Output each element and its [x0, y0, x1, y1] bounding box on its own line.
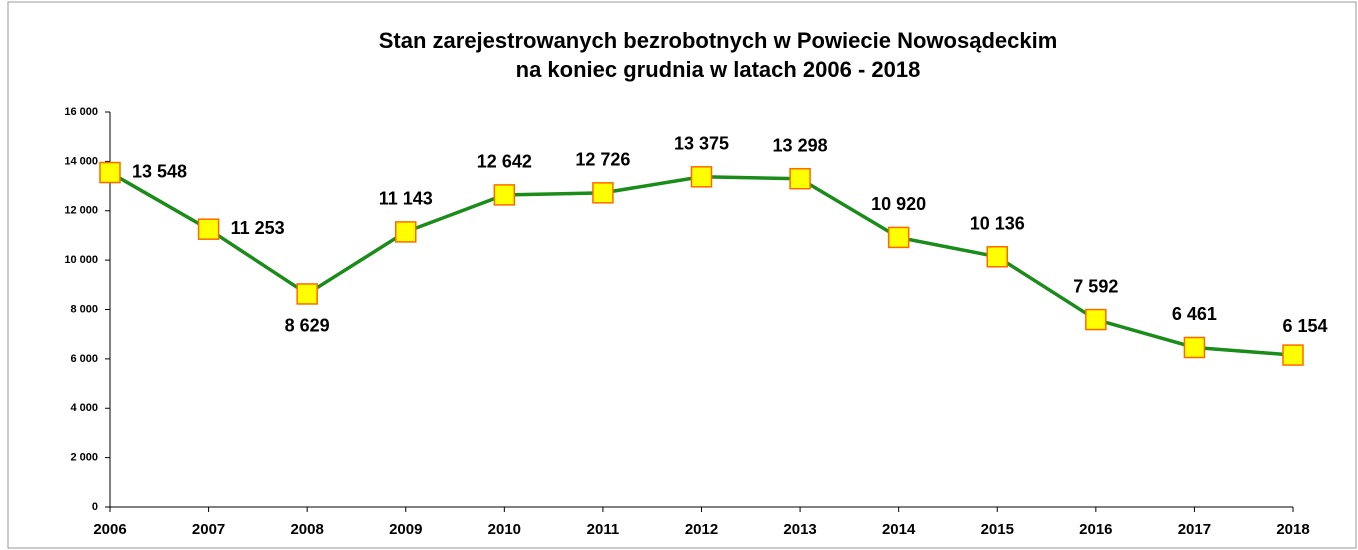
chart-title: Stan zarejestrowanych bezrobotnych w Pow…: [379, 28, 1058, 53]
value-label: 11 253: [231, 218, 285, 238]
value-label: 11 143: [379, 189, 433, 209]
marker: [1085, 308, 1107, 331]
x-tick-label: 2014: [882, 521, 916, 538]
marker: [1282, 344, 1304, 366]
value-label: 7 592: [1073, 276, 1118, 296]
x-tick-label: 2017: [1178, 521, 1211, 538]
marker: [493, 184, 516, 206]
y-tick-label: 14 000: [64, 155, 98, 167]
x-tick-label: 2008: [290, 521, 323, 538]
value-label: 10 920: [871, 194, 926, 214]
x-tick-label: 2013: [783, 521, 816, 538]
y-tick-label: 4 000: [70, 402, 98, 414]
value-label: 6 154: [1282, 316, 1327, 336]
value-label: 13 375: [674, 134, 729, 154]
value-label: 13 298: [773, 135, 828, 155]
x-tick-label: 2010: [488, 521, 521, 538]
marker: [986, 246, 1008, 268]
marker: [1183, 336, 1206, 359]
value-label: 12 726: [575, 150, 630, 170]
y-tick-label: 12 000: [64, 205, 98, 217]
marker: [99, 161, 121, 184]
y-tick-label: 8 000: [70, 303, 98, 315]
marker: [690, 166, 713, 188]
x-tick-label: 2016: [1079, 521, 1112, 538]
marker: [296, 283, 318, 305]
value-label: 13 548: [132, 161, 187, 181]
value-label: 10 136: [970, 214, 1025, 234]
chart-title: na koniec grudnia w latach 2006 - 2018: [516, 57, 921, 82]
x-tick-label: 2018: [1276, 521, 1309, 538]
y-tick-label: 6 000: [70, 353, 98, 365]
x-tick-label: 2009: [389, 521, 422, 538]
value-label: 8 629: [285, 316, 330, 336]
x-tick-label: 2015: [981, 521, 1014, 538]
marker: [789, 167, 811, 190]
marker: [395, 221, 417, 243]
chart-frame: [7, 1, 1357, 549]
marker: [197, 218, 220, 240]
x-tick-label: 2011: [587, 521, 620, 538]
marker: [887, 226, 910, 249]
value-label: 6 461: [1172, 304, 1217, 324]
marker: [592, 182, 614, 204]
value-label: 12 642: [477, 152, 532, 172]
x-tick-label: 2006: [93, 521, 126, 538]
x-tick-label: 2012: [685, 521, 718, 538]
y-tick-label: 0: [92, 501, 98, 513]
y-tick-label: 2 000: [70, 452, 98, 464]
y-tick-label: 16 000: [64, 106, 98, 118]
y-tick-label: 10 000: [64, 254, 98, 266]
x-tick-label: 2007: [192, 521, 225, 538]
